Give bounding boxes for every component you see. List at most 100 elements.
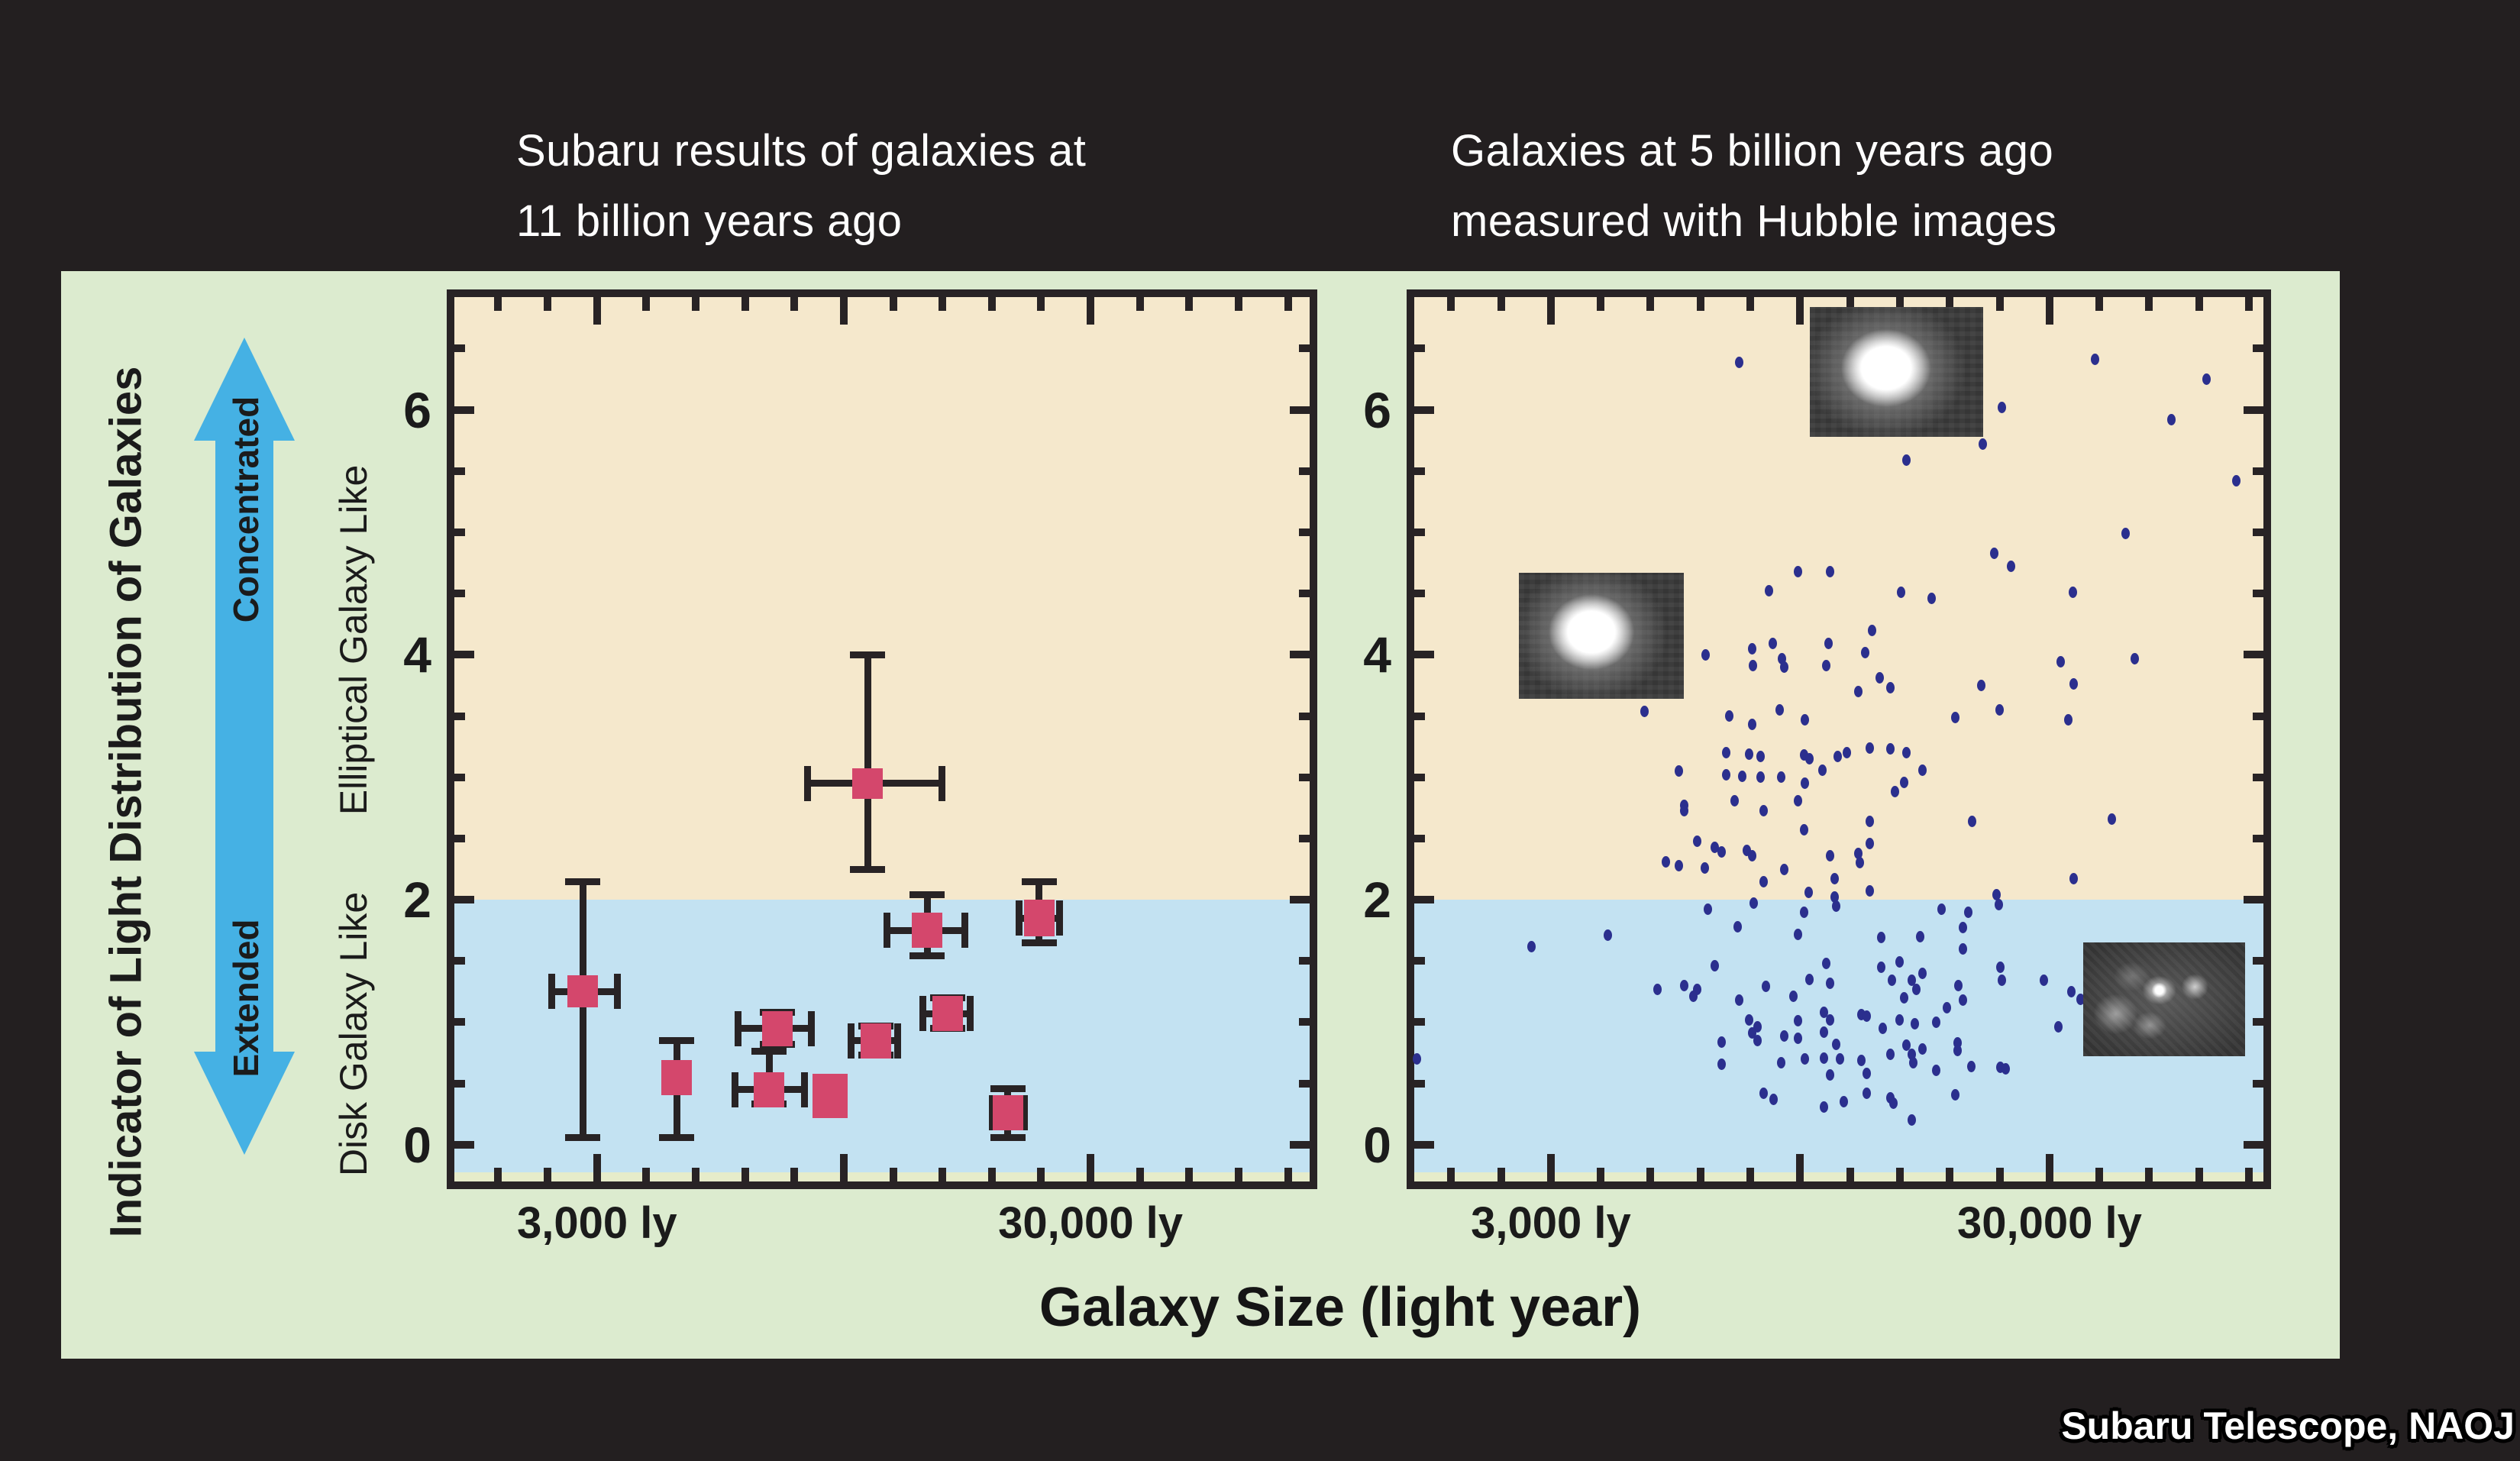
x-tick xyxy=(1497,1168,1505,1181)
galaxy-data-dot xyxy=(1822,958,1831,969)
galaxy-data-dot xyxy=(1412,1053,1421,1065)
x-tick xyxy=(1185,297,1194,311)
y-tick xyxy=(1299,1079,1310,1088)
galaxy-data-dot xyxy=(1820,1007,1829,1019)
x-tick xyxy=(1597,297,1605,311)
galaxy-data-dot xyxy=(1832,1038,1841,1050)
x-tick xyxy=(1796,1154,1804,1181)
y-tick xyxy=(1414,1079,1425,1088)
x-tick xyxy=(939,297,947,311)
error-bar-vertical xyxy=(864,655,871,869)
galaxy-data-point xyxy=(912,913,943,949)
galaxy-data-dot xyxy=(1995,1062,2005,1074)
galaxy-data-point xyxy=(813,1073,848,1118)
x-tick xyxy=(1136,1168,1144,1181)
galaxy-data-dot xyxy=(1910,1017,1919,1029)
galaxy-data-dot xyxy=(1777,771,1786,784)
galaxy-data-dot xyxy=(1711,960,1720,972)
error-bar-cap xyxy=(939,765,946,801)
y-tick xyxy=(454,957,465,965)
y-tick xyxy=(2253,528,2263,536)
error-bar-cap xyxy=(801,1072,809,1107)
galaxy-data-dot xyxy=(1680,804,1689,816)
y-tick-label: 0 xyxy=(403,1116,431,1173)
x-tick xyxy=(1087,1154,1095,1181)
error-bar-cap xyxy=(919,996,926,1032)
galaxy-data-dot xyxy=(1968,815,1977,827)
x-tick xyxy=(1037,297,1045,311)
error-bar-cap xyxy=(1021,939,1057,946)
galaxy-data-dot xyxy=(1866,815,1875,827)
galaxy-data-dot xyxy=(1995,704,2004,716)
galaxy-data-dot xyxy=(1794,565,1803,577)
x-tick xyxy=(1447,297,1455,311)
galaxy-data-dot xyxy=(1886,1048,1895,1060)
galaxy-data-dot xyxy=(1826,977,1835,989)
x-tick xyxy=(2245,1168,2253,1181)
x-tick xyxy=(1546,1154,1555,1181)
error-bar-cap xyxy=(565,878,601,885)
x-tick xyxy=(2045,1154,2053,1181)
error-bar-cap xyxy=(909,891,945,899)
y-tick xyxy=(1299,344,1310,353)
x-tick xyxy=(544,297,552,311)
error-bar-cap xyxy=(751,1048,787,1055)
x-tick xyxy=(1037,1168,1045,1181)
galaxy-data-dot xyxy=(1779,863,1788,875)
galaxy-data-dot xyxy=(1877,932,1886,944)
x-tick xyxy=(1087,297,1095,325)
galaxy-data-dot xyxy=(1888,975,1897,987)
error-bar-cap xyxy=(731,1072,738,1107)
galaxy-data-point xyxy=(567,975,599,1008)
x-tick xyxy=(939,1168,947,1181)
galaxy-data-dot xyxy=(1748,642,1757,655)
y-tick-label: 6 xyxy=(1363,381,1391,438)
galaxy-data-dot xyxy=(1527,940,1536,952)
error-bar-cap xyxy=(883,913,890,949)
x-tick xyxy=(839,1154,848,1181)
galaxy-data-dot xyxy=(1902,1039,1911,1052)
galaxy-data-dot xyxy=(1640,705,1649,717)
hubble-plot-area xyxy=(1407,289,2271,1189)
y-tick xyxy=(1414,1018,1425,1026)
y-tick xyxy=(1414,467,1425,475)
galaxy-data-dot xyxy=(1704,903,1713,916)
galaxy-data-point xyxy=(754,1072,785,1107)
galaxy-data-dot xyxy=(1801,1053,1810,1065)
galaxy-data-dot xyxy=(1722,747,1731,759)
galaxy-data-dot xyxy=(2053,1021,2063,1033)
galaxy-data-dot xyxy=(1680,979,1689,991)
x-tick xyxy=(2095,1168,2104,1181)
y-tick-label: 6 xyxy=(403,381,431,438)
galaxy-data-point xyxy=(860,1023,891,1059)
galaxy-data-dot xyxy=(1950,1088,1959,1101)
x-axis-label: Galaxy Size (light year) xyxy=(1039,1277,1642,1338)
y-tick xyxy=(2253,957,2263,965)
y-tick xyxy=(1299,957,1310,965)
galaxy-data-dot xyxy=(2076,993,2085,1005)
region-concentrated-band xyxy=(454,297,1310,900)
x-tick xyxy=(2195,1168,2203,1181)
galaxy-data-dot xyxy=(1989,547,1998,559)
left-plot-title: Subaru results of galaxies at 11 billion… xyxy=(516,126,1087,246)
galaxy-data-dot xyxy=(1875,672,1885,684)
galaxy-data-dot xyxy=(1866,885,1875,897)
galaxy-data-dot xyxy=(2006,561,2015,573)
y-tick xyxy=(2253,344,2263,353)
error-bar-cap xyxy=(614,974,622,1010)
galaxy-data-dot xyxy=(1753,1035,1762,1047)
error-bar-cap xyxy=(1016,900,1023,936)
galaxy-data-dot xyxy=(1653,983,1662,995)
galaxy-data-dot xyxy=(1734,994,1743,1007)
galaxy-data-dot xyxy=(1675,765,1684,777)
galaxy-data-dot xyxy=(1749,660,1758,672)
galaxy-data-point xyxy=(661,1059,693,1095)
x-tick xyxy=(1234,1168,1242,1181)
error-bar-cap xyxy=(1020,1095,1028,1131)
x-tick xyxy=(642,1168,651,1181)
galaxy-data-dot xyxy=(1836,1053,1845,1065)
galaxy-data-dot xyxy=(1857,1009,1866,1021)
galaxy-data-dot xyxy=(1826,565,1835,577)
galaxy-data-dot xyxy=(1954,979,1963,991)
